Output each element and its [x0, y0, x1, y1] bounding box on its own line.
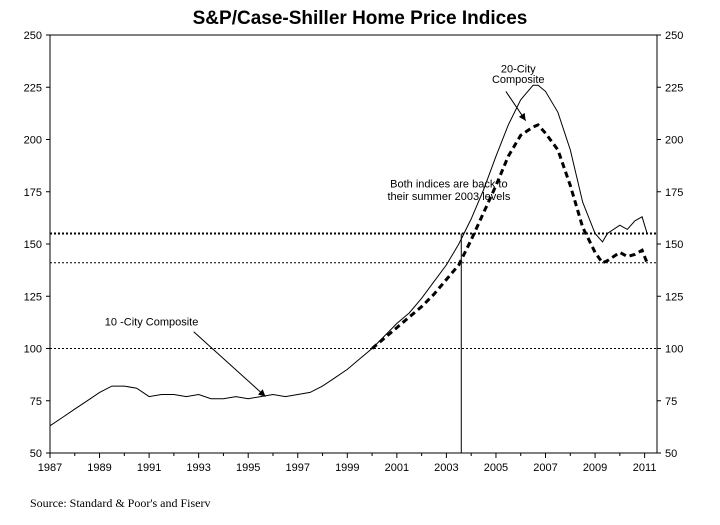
x-tick-label: 1989: [87, 462, 111, 474]
x-tick-label: 2007: [533, 462, 557, 474]
y-tick-label-left: 125: [24, 291, 42, 303]
y-tick-label-right: 250: [665, 30, 683, 42]
y-tick-label-right: 225: [665, 82, 683, 94]
series-20-city-line: [371, 123, 649, 350]
source-note: Source: Standard & Poor's and Fiserv: [30, 496, 211, 510]
plot-area: 50 50 75 75 100 100 125 125 150 150 175 175 200 200 22…: [24, 30, 684, 474]
x-tick-label: 2005: [484, 462, 508, 474]
arrow-10-city: [193, 331, 266, 397]
y-tick-label-left: 150: [24, 239, 42, 251]
y-tick-label-left: 225: [24, 82, 42, 94]
y-tick-label-left: 175: [24, 187, 42, 199]
x-tick-label: 1995: [236, 462, 260, 474]
x-tick-label: 1993: [186, 462, 210, 474]
y-tick-label-right: 150: [665, 239, 683, 251]
x-tick-label: 1997: [286, 462, 310, 474]
y-tick-label-left: 75: [30, 396, 42, 408]
x-tick-label: 2003: [434, 462, 458, 474]
annotation-text: 10 -City Composite: [105, 317, 199, 329]
annotation-text: 20-City: [501, 64, 536, 76]
plot-frame: [49, 34, 658, 454]
series-10-city-line: [49, 84, 648, 427]
y-tick-label-right: 125: [665, 291, 683, 303]
y-tick-label-right: 175: [665, 187, 683, 199]
x-tick-label: 2001: [385, 462, 409, 474]
annotation-text: Both indices are back to: [390, 179, 507, 191]
y-tick-label-left: 100: [24, 344, 42, 356]
chart-title: S&P/Case-Shiller Home Price Indices: [192, 8, 528, 29]
arrow-20-city-head: [518, 112, 526, 121]
y-tick-label-right: 100: [665, 344, 683, 356]
y-tick-label-left: 50: [30, 448, 42, 460]
y-tick-label-left: 200: [24, 135, 42, 147]
arrow-10-city-head: [258, 389, 266, 397]
x-tick-label: 1991: [137, 462, 161, 474]
y-tick-label-right: 200: [665, 135, 683, 147]
annotation-text: Composite: [492, 74, 545, 86]
x-tick-label: 1987: [38, 462, 62, 474]
y-tick-label-right: 75: [665, 396, 677, 408]
x-tick-label: 1999: [335, 462, 359, 474]
x-tick-label: 2009: [583, 462, 607, 474]
annotation-text: their summer 2003 levels: [387, 191, 510, 203]
y-tick-label-left: 250: [24, 30, 42, 42]
x-tick-label: 2011: [633, 462, 657, 474]
y-tick-label-right: 50: [665, 448, 677, 460]
